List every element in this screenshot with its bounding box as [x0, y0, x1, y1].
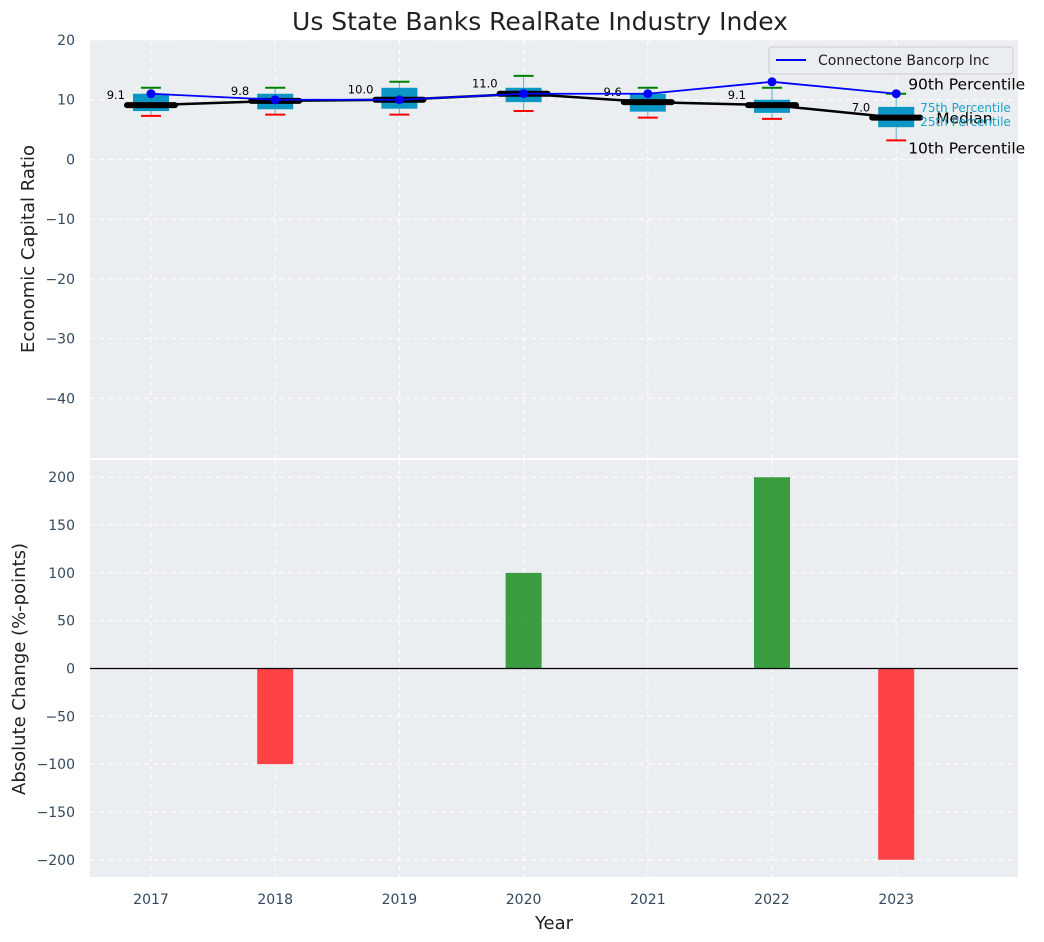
annotation-p75: 75th Percentile: [920, 101, 1011, 115]
top-y-tick-label: 20: [57, 33, 75, 49]
bottom-y-tick-label: 100: [48, 566, 75, 582]
legend-box: [768, 46, 1014, 75]
top-y-ticks: 20 10 0 −10 −20 −30 −40: [45, 33, 75, 407]
top-boxes: 9.1 9.8 10.0 11.0 9.6 9.1 7.0: [107, 74, 924, 142]
change-bar: [505, 572, 542, 669]
annotation-median: Median: [936, 110, 992, 128]
bottom-y-tick-label: −150: [37, 805, 75, 821]
median-value-label: 11.0: [472, 77, 498, 91]
bottom-y-tick-label: −50: [45, 709, 75, 725]
bottom-y-tick-label: 50: [57, 614, 75, 630]
change-bar: [878, 668, 915, 860]
bottom-bars: [90, 477, 1018, 860]
x-axis-label: Year: [534, 913, 574, 934]
bottom-y-tick-label: 150: [48, 518, 75, 534]
top-y-tick-label: 0: [66, 152, 75, 168]
annotation-p90: 90th Percentile: [908, 76, 1025, 94]
bottom-y-axis-label: Absolute Change (%-points): [9, 543, 30, 795]
x-tick-label: 2020: [506, 892, 542, 908]
median-value-label: 9.1: [107, 88, 125, 102]
company-point: [643, 89, 653, 99]
chart-title: Us State Banks RealRate Industry Index: [292, 7, 788, 36]
x-tick-label: 2017: [133, 892, 169, 908]
company-point: [270, 95, 280, 105]
annotation-p25: 25th Percentile: [920, 115, 1011, 129]
company-point: [146, 89, 156, 99]
median-value-label: 9.8: [231, 84, 249, 98]
top-y-axis-label: Economic Capital Ratio: [18, 145, 39, 353]
x-tick-label: 2021: [630, 892, 666, 908]
company-point: [767, 77, 777, 87]
x-tick-label: 2022: [754, 892, 790, 908]
top-plot-area: [90, 40, 1018, 458]
bottom-y-tick-label: −100: [37, 757, 75, 773]
x-tick-label: 2019: [382, 892, 418, 908]
change-bar: [754, 477, 790, 669]
bottom-y-tick-label: 0: [66, 662, 75, 678]
company-point: [519, 89, 529, 99]
x-tick-label: 2018: [257, 892, 293, 908]
top-y-tick-label: −10: [45, 212, 75, 228]
top-y-tick-label: −20: [45, 272, 75, 288]
top-y-tick-label: 10: [57, 93, 75, 109]
top-annotations: 90th Percentile 75th PercentileMedian25th…: [908, 76, 1025, 158]
legend: Connectone Bancorp Inc: [768, 46, 1014, 75]
bottom-y-tick-label: −200: [37, 853, 75, 869]
median-value-label: 9.6: [604, 85, 622, 99]
median-value-label: 9.1: [728, 88, 746, 102]
bottom-y-ticks: 200 150 100 50 0 −50 −100 −150 −200: [37, 470, 75, 869]
x-ticks: 2017 2018 2019 2020 2021 2022 2023: [133, 892, 914, 908]
bottom-y-tick-label: 200: [48, 470, 75, 486]
top-grid: [90, 39, 1018, 458]
annotation-p10: 10th Percentile: [908, 139, 1025, 157]
top-y-tick-label: −40: [45, 391, 75, 407]
legend-label: Connectone Bancorp Inc: [818, 53, 990, 69]
top-y-tick-label: −30: [45, 332, 75, 348]
change-bar: [257, 668, 294, 765]
top-company-series: [146, 77, 901, 105]
company-point: [891, 89, 901, 99]
company-point: [394, 95, 404, 105]
x-tick-label: 2023: [878, 892, 914, 908]
median-value-label: 7.0: [852, 101, 870, 115]
median-value-label: 10.0: [348, 83, 374, 97]
